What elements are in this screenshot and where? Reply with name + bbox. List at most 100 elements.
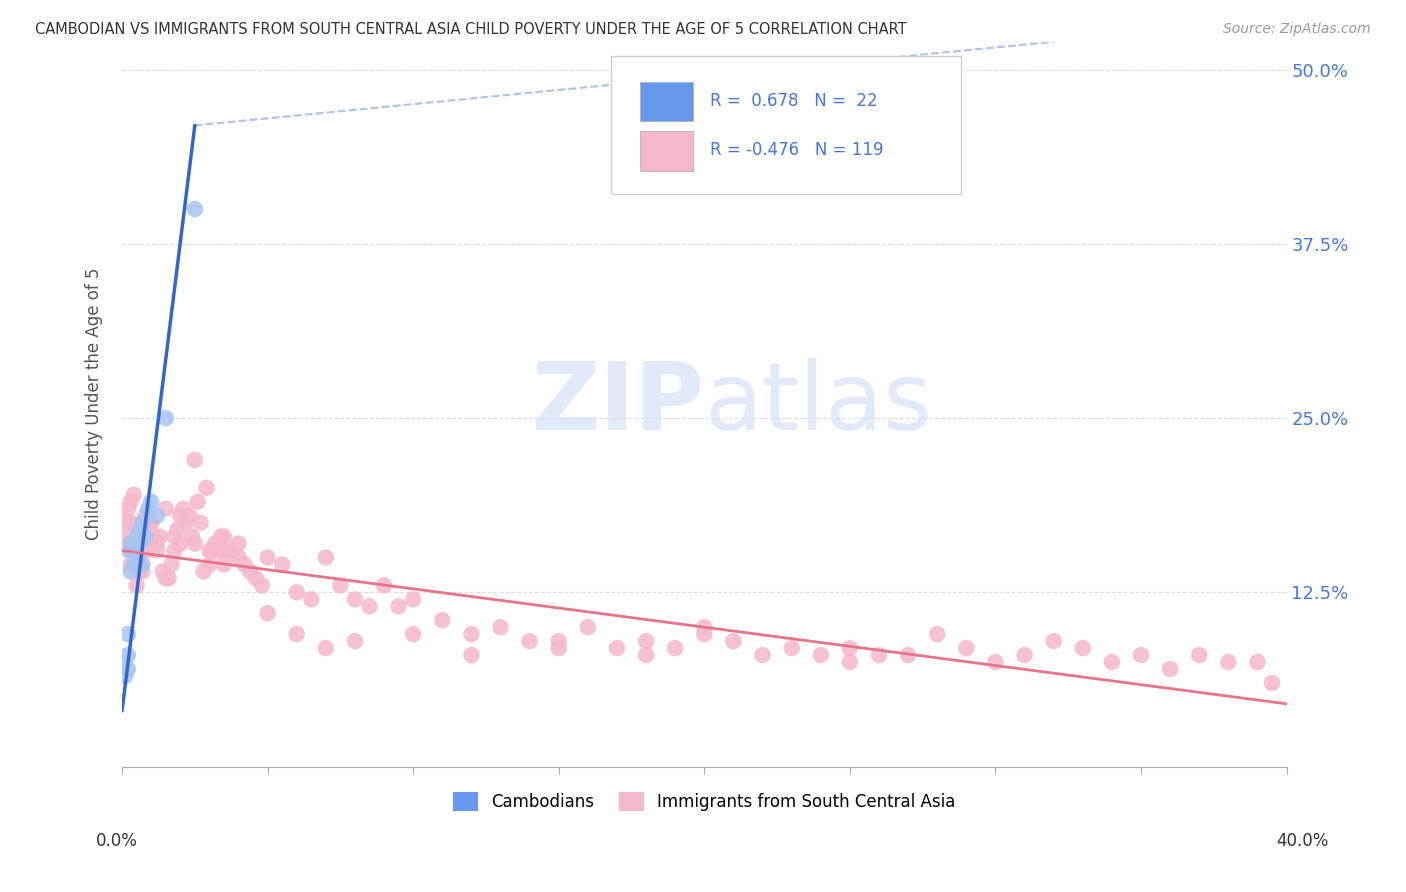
Point <box>193 565 215 579</box>
Point <box>432 613 454 627</box>
FancyBboxPatch shape <box>640 131 693 170</box>
Point <box>114 655 136 669</box>
Point <box>1042 634 1064 648</box>
Point <box>1130 648 1153 662</box>
Point <box>143 530 166 544</box>
Point <box>141 516 163 530</box>
Point <box>245 571 267 585</box>
Text: atlas: atlas <box>704 359 932 450</box>
Point <box>157 571 180 585</box>
Point <box>184 453 207 467</box>
Text: ZIP: ZIP <box>531 359 704 450</box>
Point <box>190 516 212 530</box>
Point <box>125 530 148 544</box>
Point <box>576 620 599 634</box>
Point <box>1014 648 1036 662</box>
Point <box>402 592 425 607</box>
Point <box>315 550 337 565</box>
Point <box>125 578 148 592</box>
Point <box>166 523 188 537</box>
Point <box>204 536 226 550</box>
Point <box>117 530 139 544</box>
Point <box>125 543 148 558</box>
Point <box>693 620 716 634</box>
Point <box>174 516 197 530</box>
Point <box>198 558 221 572</box>
Point <box>636 634 658 648</box>
Point <box>169 508 191 523</box>
Text: 40.0%: 40.0% <box>1277 831 1329 849</box>
Point <box>136 523 159 537</box>
Point <box>122 536 145 550</box>
Point <box>128 523 150 537</box>
Text: R =  0.678   N =  22: R = 0.678 N = 22 <box>710 92 877 111</box>
Point <box>155 501 177 516</box>
Point <box>160 558 183 572</box>
Point <box>207 543 229 558</box>
Point <box>373 578 395 592</box>
Point <box>117 648 139 662</box>
Point <box>810 648 832 662</box>
Point <box>984 655 1007 669</box>
Point <box>693 627 716 641</box>
Point <box>120 565 142 579</box>
Point <box>271 558 294 572</box>
Point <box>664 641 686 656</box>
Point <box>169 536 191 550</box>
Point <box>723 634 745 648</box>
Point <box>117 543 139 558</box>
Point <box>128 543 150 558</box>
Point <box>184 536 207 550</box>
Point <box>547 634 569 648</box>
Point <box>134 530 156 544</box>
Point <box>114 669 136 683</box>
Point <box>177 508 200 523</box>
Point <box>547 641 569 656</box>
Point <box>128 536 150 550</box>
Point <box>149 530 172 544</box>
Point <box>780 641 803 656</box>
Point <box>209 530 232 544</box>
Point <box>120 516 142 530</box>
Point <box>212 558 235 572</box>
Point <box>606 641 628 656</box>
Point <box>117 501 139 516</box>
Point <box>131 516 153 530</box>
Point <box>1246 655 1268 669</box>
Point <box>250 578 273 592</box>
Point <box>343 634 366 648</box>
Point <box>120 536 142 550</box>
Point <box>315 641 337 656</box>
Point <box>163 530 186 544</box>
Point <box>128 565 150 579</box>
Point <box>125 550 148 565</box>
Point <box>122 488 145 502</box>
Point <box>1188 648 1211 662</box>
Point <box>636 648 658 662</box>
Point <box>125 558 148 572</box>
Point <box>343 592 366 607</box>
Point <box>402 627 425 641</box>
FancyBboxPatch shape <box>612 56 960 194</box>
Point <box>838 655 860 669</box>
Point <box>128 558 150 572</box>
Point <box>751 648 773 662</box>
Point <box>460 648 482 662</box>
Point <box>228 550 250 565</box>
Point <box>146 536 169 550</box>
Text: CAMBODIAN VS IMMIGRANTS FROM SOUTH CENTRAL ASIA CHILD POVERTY UNDER THE AGE OF 5: CAMBODIAN VS IMMIGRANTS FROM SOUTH CENTR… <box>35 22 907 37</box>
Point <box>134 508 156 523</box>
Point <box>519 634 541 648</box>
Point <box>120 494 142 508</box>
Point <box>1071 641 1094 656</box>
Point <box>184 202 207 216</box>
Point <box>120 536 142 550</box>
Text: Source: ZipAtlas.com: Source: ZipAtlas.com <box>1223 22 1371 37</box>
Text: R = -0.476   N = 119: R = -0.476 N = 119 <box>710 142 883 160</box>
Point <box>1261 676 1284 690</box>
Point <box>329 578 352 592</box>
Point <box>181 530 204 544</box>
Point <box>136 501 159 516</box>
Point <box>136 543 159 558</box>
Point <box>131 558 153 572</box>
